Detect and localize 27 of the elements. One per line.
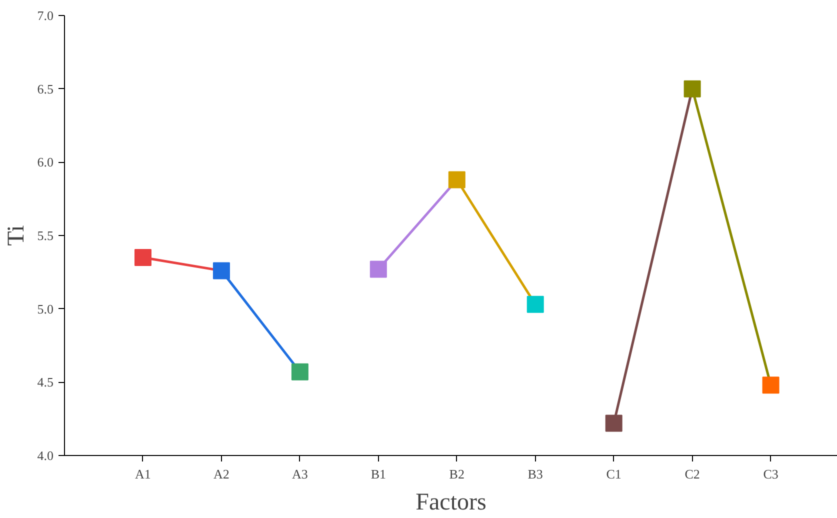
point [370,260,387,278]
x-tick-label: C1 [606,466,622,482]
point [605,414,622,432]
y-axis-title: Ti [3,224,30,246]
x-tick-label: A2 [214,466,230,482]
x-tick-label: C2 [684,466,700,482]
point [212,262,230,280]
point [762,376,780,394]
y-tick-label: 6.0 [37,154,54,170]
y-tick-label: 7.0 [37,8,54,23]
point [291,363,308,380]
x-tick-label: B1 [370,466,386,482]
point [684,80,701,98]
y-tick-label: 6.5 [37,81,54,96]
point [134,249,152,266]
x-tick-label: B3 [528,466,543,482]
y-tick-label: 4.0 [37,448,54,463]
y-tick-label: 5.5 [37,228,54,243]
x-tick-label: B2 [449,466,464,482]
x-tick-label: C3 [763,466,778,482]
y-tick-label: 5.0 [37,301,54,316]
point [448,171,466,188]
x-axis-title: Factors [416,490,486,516]
point [526,296,544,313]
x-tick-label: A3 [292,466,308,482]
x-tick-label: A1 [135,466,151,482]
y-tick-label: 4.5 [37,374,54,390]
